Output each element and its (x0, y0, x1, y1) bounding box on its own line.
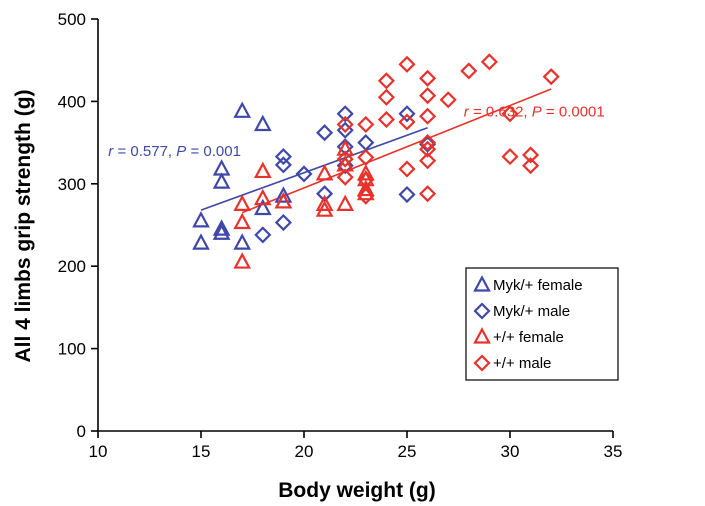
data-point (357, 115, 375, 134)
data-point (357, 171, 375, 189)
data-point (419, 185, 437, 203)
y-tick-label: 200 (58, 257, 86, 276)
trendline (200, 127, 428, 211)
y-tick-label: 500 (58, 10, 86, 29)
data-point (212, 172, 231, 189)
data-point (233, 212, 252, 230)
data-point (336, 115, 354, 134)
x-tick-label: 25 (398, 442, 417, 461)
data-point (398, 113, 416, 131)
data-point (233, 194, 252, 211)
legend-marker (473, 354, 491, 372)
data-point (315, 194, 334, 211)
annotations: r = 0.577, P = 0.001 r = 0.632, P = 0.000… (108, 103, 604, 160)
legend-entry: Myk/+ female (493, 277, 583, 294)
x-axis-title: Body weight (g) (278, 479, 435, 502)
data-point (522, 157, 540, 175)
data-point (336, 105, 354, 123)
data-point (274, 192, 293, 209)
data-point (357, 187, 375, 205)
data-point (398, 160, 416, 178)
data-point (212, 223, 231, 240)
data-point (253, 161, 272, 179)
data-point (274, 148, 292, 166)
data-point (253, 188, 272, 206)
y-axis-title: All 4 limbs grip strength (g) (12, 89, 35, 362)
data-point (316, 124, 334, 142)
data-point (542, 68, 560, 86)
legend-box (465, 267, 619, 381)
data-point (419, 152, 437, 170)
data-points (192, 53, 560, 269)
y-tick-label: 300 (58, 175, 86, 194)
data-point (419, 107, 437, 125)
data-point (336, 194, 355, 211)
data-point (295, 165, 313, 183)
legend-entry: +/+ male (493, 355, 551, 372)
x-tick-label: 10 (89, 442, 108, 461)
data-point (192, 233, 210, 250)
trendlines (200, 88, 552, 214)
data-point (336, 139, 355, 156)
data-point (233, 101, 252, 118)
data-point (480, 53, 498, 71)
data-point (356, 179, 375, 197)
axes: 0 100 200 300 400 500 10 15 20 25 30 35 (58, 10, 623, 461)
data-point (274, 213, 292, 232)
data-point (356, 164, 375, 181)
legend-marker (473, 275, 491, 292)
data-point (501, 105, 519, 123)
correlation-annotation: r = 0.632, P = 0.0001 (464, 103, 605, 120)
y-tick-label: 0 (77, 422, 86, 441)
data-point (336, 150, 354, 168)
y-tick-label: 100 (58, 340, 86, 359)
data-point (419, 87, 437, 105)
x-tick-label: 15 (192, 442, 211, 461)
data-point (357, 148, 375, 166)
x-tick-label: 30 (501, 442, 520, 461)
data-point (419, 135, 437, 153)
legend-marker (473, 327, 491, 344)
legend-marker (473, 302, 491, 320)
data-point (212, 219, 231, 236)
data-point (419, 140, 437, 158)
data-point (522, 146, 540, 164)
data-point (398, 185, 416, 204)
data-point (274, 156, 292, 174)
data-point (315, 200, 334, 217)
data-point (315, 164, 334, 181)
data-point (419, 134, 437, 152)
data-point (254, 226, 272, 244)
data-point (336, 168, 354, 186)
data-point (253, 198, 272, 216)
data-point (460, 62, 478, 80)
data-point (439, 91, 457, 109)
data-point (398, 105, 416, 123)
data-point (233, 252, 252, 269)
y-tick-label: 400 (58, 92, 86, 111)
data-point (501, 148, 519, 166)
data-point (377, 110, 395, 129)
legend-entry: Myk/+ male (493, 303, 570, 320)
legend-entry: +/+ female (493, 329, 564, 346)
data-point (419, 69, 437, 87)
legend: Myk/+ female Myk/+ male +/+ female +/+ male (465, 267, 619, 381)
data-point (377, 88, 395, 106)
data-point (253, 114, 272, 132)
data-point (233, 233, 252, 250)
data-point (336, 157, 354, 175)
data-point (377, 72, 395, 90)
correlation-annotation: r = 0.577, P = 0.001 (108, 143, 241, 160)
x-tick-label: 20 (295, 442, 314, 461)
data-point (274, 186, 293, 203)
data-point (357, 134, 375, 152)
data-point (192, 211, 210, 228)
data-point (398, 55, 416, 73)
x-tick-label: 35 (604, 442, 623, 461)
trendline (241, 88, 552, 214)
